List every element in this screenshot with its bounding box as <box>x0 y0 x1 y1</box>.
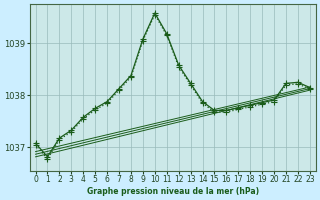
X-axis label: Graphe pression niveau de la mer (hPa): Graphe pression niveau de la mer (hPa) <box>87 187 259 196</box>
